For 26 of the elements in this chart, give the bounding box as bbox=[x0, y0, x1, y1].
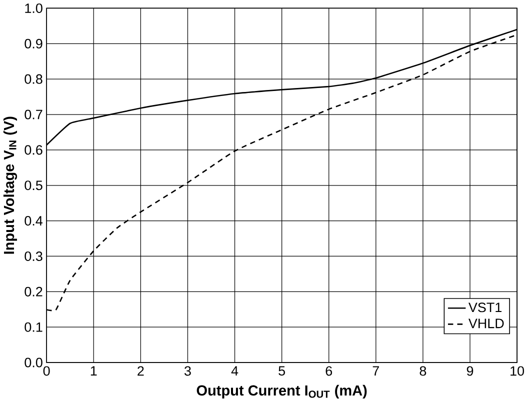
legend-label: VHLD bbox=[468, 318, 504, 328]
x-tick-label: 9 bbox=[466, 366, 474, 376]
x-tick-label: 8 bbox=[420, 366, 426, 376]
y-tick-label: 1.0 bbox=[25, 3, 42, 14]
x-tick-label: 3 bbox=[184, 366, 191, 376]
y-tick-label: 0.6 bbox=[24, 145, 42, 155]
x-tick-label: 2 bbox=[138, 366, 144, 376]
x-tick-label: 4 bbox=[231, 366, 238, 376]
y-tick-label: 0.4 bbox=[24, 216, 43, 226]
y-tick-label: 0.8 bbox=[24, 74, 42, 84]
y-tick-label: 0.0 bbox=[24, 358, 42, 368]
x-tick-label: 5 bbox=[278, 366, 285, 376]
y-tick-label: 0.9 bbox=[24, 38, 42, 48]
x-axis-title: Output Current I$_{OUT}$ (mA) bbox=[196, 384, 367, 398]
legend-label: VST1 bbox=[468, 302, 502, 312]
y-tick-label: 0.1 bbox=[24, 322, 42, 332]
y-axis-title: Input Voltage V$_{IN}$ (V) bbox=[3, 116, 18, 254]
y-tick-label: 0.2 bbox=[24, 286, 42, 296]
x-tick-label: 10 bbox=[510, 366, 524, 376]
x-tick-label: 0 bbox=[43, 366, 50, 376]
x-tick-label: 6 bbox=[326, 366, 332, 376]
x-tick-label: 7 bbox=[372, 366, 379, 376]
y-tick-label: 0.3 bbox=[24, 251, 42, 262]
x-tick-label: 1 bbox=[90, 366, 97, 376]
y-tick-label: 0.7 bbox=[24, 110, 42, 120]
y-tick-label: 0.5 bbox=[24, 180, 42, 190]
